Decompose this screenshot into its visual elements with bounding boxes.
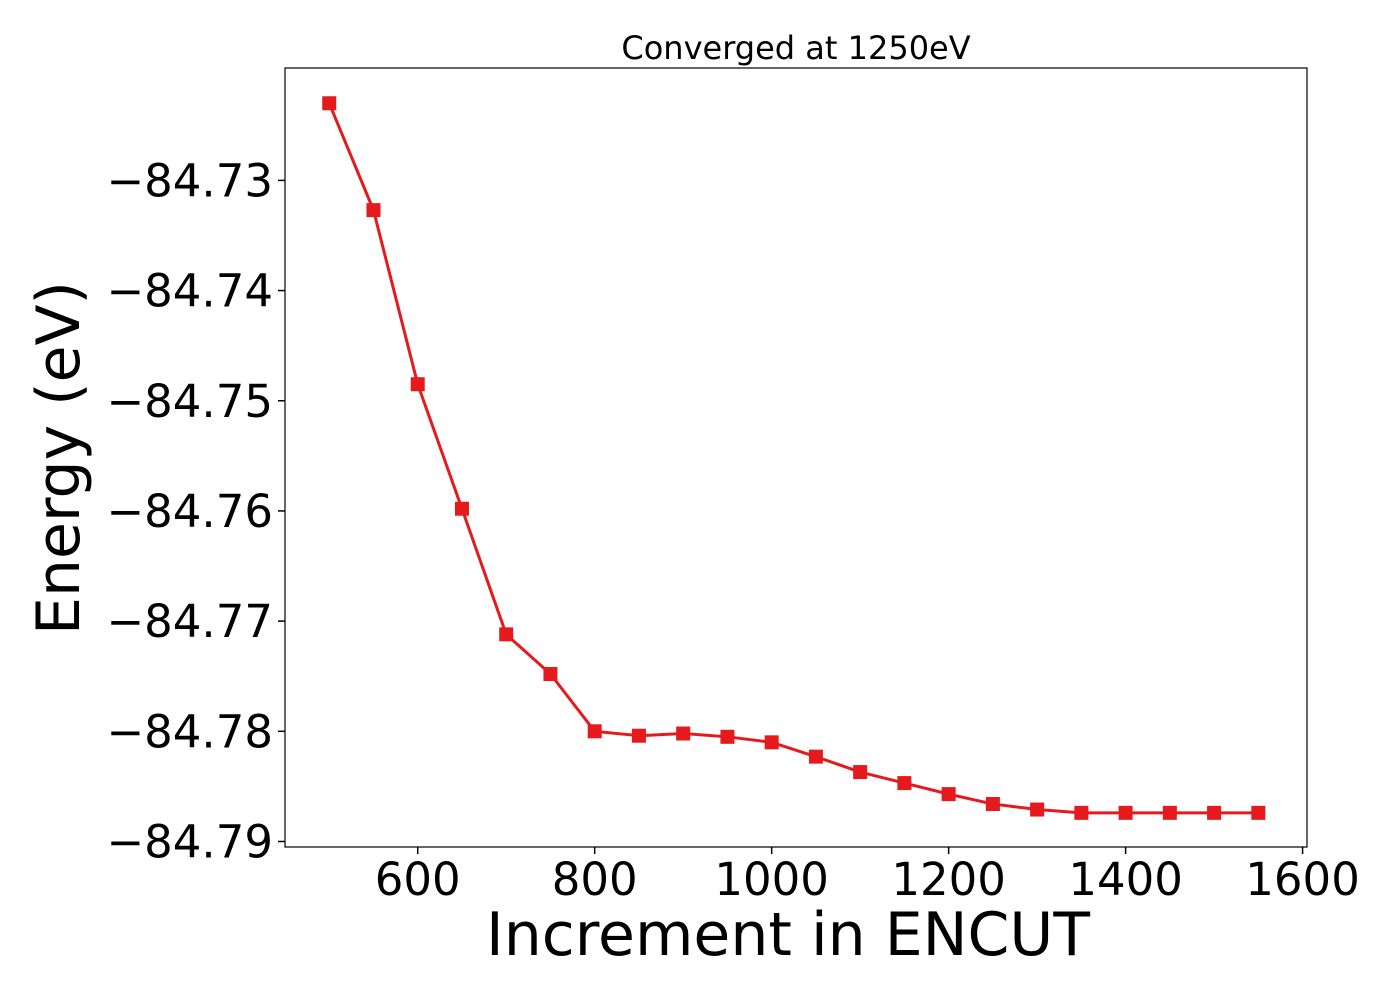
data-point [1251, 805, 1266, 820]
data-point [808, 749, 823, 764]
data-point [1207, 805, 1222, 820]
x-tick-label: 1600 [1245, 853, 1360, 906]
data-point [720, 729, 735, 744]
x-tick-label: 1200 [891, 853, 1006, 906]
data-point [676, 726, 691, 741]
y-tick-label: −84.75 [106, 375, 273, 428]
data-point [587, 724, 602, 739]
x-tick-label: 1400 [1068, 853, 1183, 906]
data-point [366, 203, 381, 218]
x-axis: 600 800 1000 1200 1400 1600 [375, 847, 1360, 906]
data-point [764, 735, 779, 750]
x-axis-label: Increment in ENCUT [486, 900, 1090, 970]
y-axis-label: Energy (eV) [24, 281, 94, 635]
data-point [499, 627, 514, 642]
y-tick-label: −84.76 [106, 485, 273, 538]
y-tick-label: −84.78 [106, 705, 273, 758]
chart-title: Converged at 1250eV [621, 29, 970, 67]
x-tick-label: 600 [375, 853, 461, 906]
data-point [985, 797, 1000, 812]
data-point [322, 96, 337, 111]
x-tick-label: 800 [552, 853, 638, 906]
y-tick-label: −84.77 [106, 595, 273, 648]
data-point [454, 501, 469, 516]
data-point [631, 728, 646, 743]
data-point [1074, 805, 1089, 820]
y-tick-label: −84.74 [106, 265, 273, 318]
y-axis: −84.73 −84.74 −84.75 −84.76 −84.77 −84.78 −84.… [106, 154, 285, 868]
data-point [1118, 805, 1133, 820]
data-point [1030, 802, 1045, 817]
data-point [897, 776, 912, 791]
y-tick-label: −84.73 [106, 154, 273, 207]
series-markers [322, 96, 1266, 820]
data-point [853, 765, 868, 780]
data-point [543, 667, 558, 682]
data-point [941, 787, 956, 802]
y-tick-label: −84.79 [106, 815, 273, 868]
data-point [410, 377, 425, 392]
x-tick-label: 1000 [714, 853, 829, 906]
series-line [327, 102, 1259, 815]
plot-frame [284, 67, 1308, 848]
data-point [1162, 805, 1177, 820]
